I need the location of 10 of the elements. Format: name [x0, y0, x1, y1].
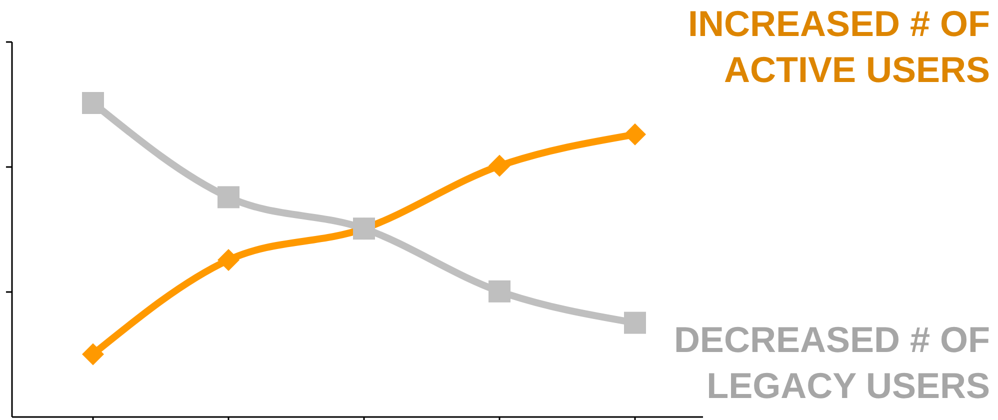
- point: [218, 186, 240, 208]
- point: [624, 312, 646, 334]
- series-label: DECREASED # OF LEGACY USERS: [674, 319, 990, 406]
- point: [488, 280, 510, 302]
- point: [218, 249, 240, 271]
- point: [624, 123, 646, 146]
- point: [82, 343, 104, 366]
- point: [82, 92, 104, 114]
- point: [488, 154, 510, 177]
- series-label: INCREASED # OF ACTIVE USERS: [688, 3, 990, 90]
